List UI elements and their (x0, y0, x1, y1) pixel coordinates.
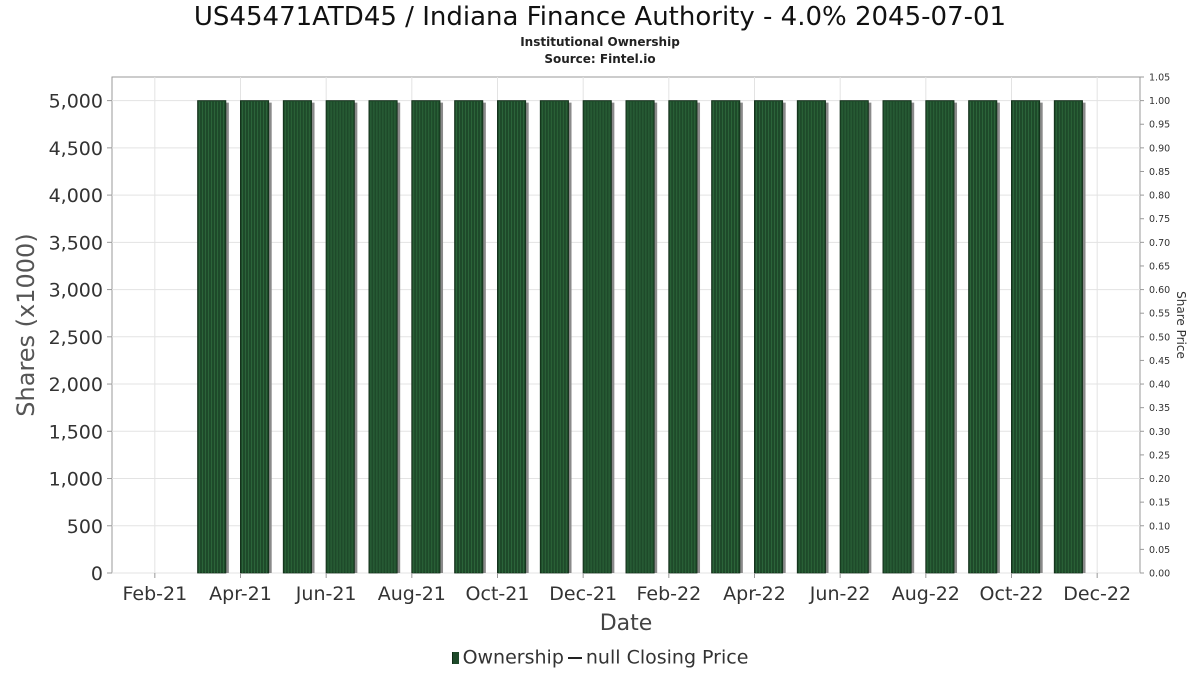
x-axis-label: Date (600, 611, 653, 636)
y2-tick-label: 0.05 (1149, 545, 1170, 556)
y2-tick-label: 0.25 (1149, 450, 1170, 461)
y2-tick-label: 0.30 (1149, 427, 1170, 438)
y-tick-label: 1,500 (49, 421, 103, 443)
ownership-bar (796, 100, 829, 574)
x-tick-label: Oct-22 (980, 583, 1044, 605)
bar-series (197, 100, 1086, 574)
ownership-bar (497, 100, 529, 574)
y-axis-label: Shares (x1000) (12, 233, 40, 416)
ownership-bar (411, 100, 444, 574)
ownership-bar (625, 100, 658, 574)
x-tick-label: Dec-21 (549, 583, 617, 605)
price-legend-swatch (567, 656, 582, 659)
ownership-bar (1011, 100, 1043, 574)
ownership-bar (711, 100, 743, 574)
x-tick-label: Feb-21 (122, 583, 187, 605)
ownership-bar (668, 100, 701, 574)
y-tick-label: 1,000 (49, 469, 103, 491)
ownership-bar (1053, 100, 1086, 574)
y-axis-ticks: 0 500 1,000 1,500 2,000 2,500 3,000 3,500 4,000 4… (49, 91, 112, 585)
x-tick-label: Feb-22 (636, 583, 701, 605)
y2-tick-label: 0.95 (1149, 120, 1170, 131)
y2-axis-ticks: 0.00 0.05 0.10 0.15 0.20 0.25 0.30 0.35 0.40 0.45… (1140, 73, 1170, 580)
y-tick-label: 3,000 (49, 280, 103, 302)
x-tick-label: Oct-21 (466, 583, 530, 605)
ownership-bar (282, 100, 315, 574)
y-tick-label: 4,000 (49, 185, 103, 207)
chart-source: Source: Fintel.io (544, 52, 656, 66)
ownership-bar (925, 100, 958, 574)
ownership-bar (582, 100, 615, 574)
y2-tick-label: 0.15 (1149, 498, 1170, 509)
y2-tick-label: 0.35 (1149, 403, 1170, 414)
x-tick-label: Aug-21 (378, 583, 446, 605)
ownership-bar (839, 100, 872, 574)
x-tick-label: Aug-22 (892, 583, 960, 605)
y2-tick-label: 0.50 (1149, 332, 1170, 343)
y-tick-label: 500 (67, 516, 103, 538)
x-tick-label: Jun-22 (809, 583, 871, 605)
y-tick-label: 5,000 (49, 91, 103, 113)
y-tick-label: 3,500 (49, 232, 103, 254)
y2-tick-label: 0.55 (1149, 309, 1170, 320)
y2-tick-label: 0.20 (1149, 474, 1170, 485)
y2-axis-label: Share Price (1174, 291, 1188, 359)
ownership-bar (325, 100, 358, 574)
legend-ownership-label: Ownership (462, 646, 564, 669)
ownership-bar (368, 100, 401, 574)
legend-price-label: null Closing Price (585, 646, 749, 669)
x-axis-ticks: Feb-21 Apr-21 Jun-21 Aug-21 Oct-21 Dec-21 Feb-… (122, 573, 1131, 605)
y2-tick-label: 0.80 (1149, 191, 1170, 202)
y-tick-label: 0 (91, 563, 103, 585)
x-tick-label: Apr-21 (209, 583, 272, 605)
ownership-bar (454, 100, 486, 574)
y2-tick-label: 1.00 (1149, 96, 1170, 107)
ownership-bar (754, 100, 786, 574)
ownership-bar (539, 100, 572, 574)
y2-tick-label: 0.40 (1149, 380, 1170, 391)
y2-tick-label: 0.65 (1149, 261, 1170, 272)
y2-tick-label: 0.00 (1149, 569, 1170, 580)
ownership-bar (968, 100, 1000, 574)
ownership-legend-swatch (451, 651, 459, 664)
y2-tick-label: 0.70 (1149, 238, 1170, 249)
y2-tick-label: 0.85 (1149, 167, 1170, 178)
y2-tick-label: 0.45 (1149, 356, 1170, 367)
x-tick-label: Jun-21 (295, 583, 357, 605)
y-tick-label: 2,000 (49, 374, 103, 396)
legend: Ownership null Closing Price (0, 646, 1200, 669)
y2-tick-label: 0.60 (1149, 285, 1170, 296)
y2-tick-label: 0.75 (1149, 214, 1170, 225)
ownership-bar (882, 100, 915, 574)
y2-tick-label: 0.10 (1149, 521, 1170, 532)
chart-subtitle: Institutional Ownership (520, 35, 680, 49)
ownership-bar (240, 100, 272, 574)
y2-tick-label: 0.90 (1149, 143, 1170, 154)
chart-title: US45471ATD45 / Indiana Finance Authority… (193, 2, 1007, 32)
y2-tick-label: 1.05 (1149, 73, 1170, 84)
ownership-bar (197, 100, 229, 574)
y-tick-label: 2,500 (49, 327, 103, 349)
x-tick-label: Dec-22 (1063, 583, 1131, 605)
y-tick-label: 4,500 (49, 138, 103, 160)
x-tick-label: Apr-22 (723, 583, 786, 605)
